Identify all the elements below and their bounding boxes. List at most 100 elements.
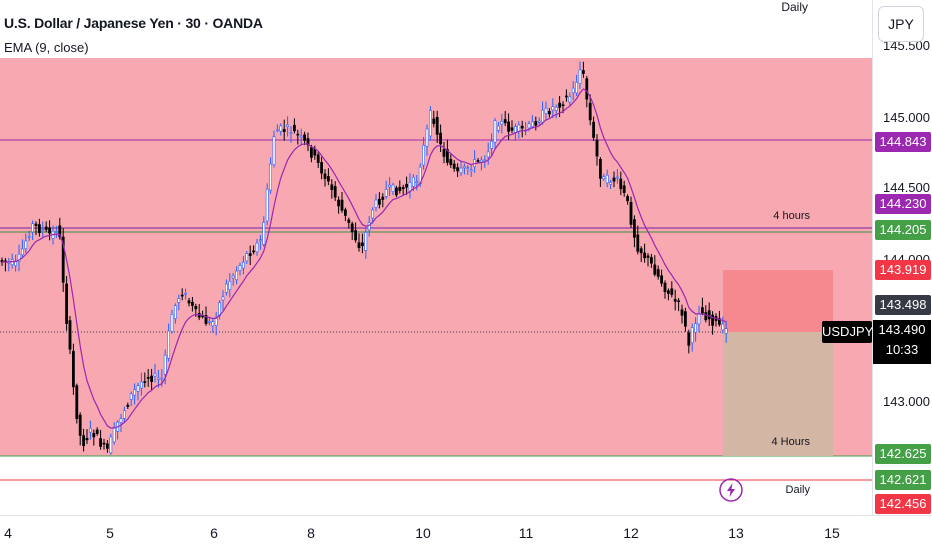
- candle-body: [660, 275, 664, 284]
- candle-body: [687, 332, 691, 346]
- candle-body: [204, 314, 208, 324]
- bar-countdown: 10:33: [885, 342, 919, 357]
- symbol-tag: USDJPY: [822, 321, 872, 343]
- candle-body: [340, 199, 344, 211]
- candle-body: [106, 443, 109, 449]
- price-chart[interactable]: [0, 0, 872, 515]
- price-label-144843: 144.843: [875, 132, 931, 152]
- candle-body: [384, 189, 388, 197]
- candle-body: [34, 223, 38, 227]
- candlesticks: [0, 61, 728, 455]
- current-price-badge: 143.490 10:33: [873, 320, 931, 364]
- candle-body: [666, 290, 670, 294]
- candle-body: [694, 323, 698, 333]
- candle-body: [374, 199, 378, 208]
- chart-area[interactable]: U.S. Dollar / Japanese Yen · 30 · OANDA …: [0, 0, 872, 515]
- candle-body: [612, 177, 616, 182]
- candle-body: [95, 429, 99, 434]
- current-price-value: 143.490: [878, 322, 926, 337]
- price-tick-145000: 145.000: [883, 110, 930, 125]
- candle-body: [248, 253, 252, 256]
- candle-body: [367, 222, 371, 231]
- candle-body: [309, 147, 313, 158]
- candle-body: [381, 196, 385, 200]
- candle-body: [82, 435, 86, 447]
- candle-body: [581, 70, 585, 74]
- candle-body: [316, 154, 320, 163]
- candle-body: [408, 182, 412, 192]
- candle-body: [537, 120, 541, 123]
- candle-body: [92, 433, 96, 438]
- price-label-144205: 144.205: [875, 220, 931, 240]
- candle-body: [360, 242, 364, 246]
- candle-body: [306, 138, 310, 146]
- time-tick-15: 15: [824, 525, 840, 541]
- bolt-icon[interactable]: [718, 477, 744, 503]
- price-label-142625: 142.625: [875, 444, 931, 464]
- candle-body: [530, 121, 534, 127]
- long-position-stop-box[interactable]: [723, 270, 833, 332]
- candle-body: [170, 313, 174, 332]
- time-tick-4: 4: [4, 525, 12, 541]
- price-label-143919: 143.919: [875, 260, 931, 280]
- long-position-target-box[interactable]: [723, 332, 833, 456]
- line-label-upper: 4 hours: [773, 210, 810, 222]
- candle-body: [432, 118, 436, 124]
- candle-body: [513, 126, 517, 133]
- candle-body: [717, 318, 721, 325]
- candle-body: [167, 330, 171, 359]
- candle-body: [527, 123, 531, 129]
- candle-body: [228, 281, 232, 291]
- candle-body: [187, 300, 191, 304]
- time-tick-5: 5: [106, 525, 114, 541]
- candle-body: [398, 186, 402, 191]
- candle-body: [231, 275, 235, 279]
- candle-body: [350, 223, 354, 232]
- candle-body: [112, 427, 116, 443]
- candle-body: [452, 163, 456, 169]
- candle-body: [146, 377, 150, 379]
- candle-body: [214, 316, 218, 326]
- currency-button[interactable]: JPY: [878, 6, 924, 42]
- candle-body: [24, 240, 28, 250]
- time-axis[interactable]: 4 5 6 8 10 11 12 13 15: [0, 515, 932, 551]
- candle-body: [320, 162, 324, 174]
- candle-body: [388, 184, 392, 188]
- candle-body: [510, 127, 514, 131]
- candle-body: [459, 167, 463, 174]
- candle-body: [72, 350, 75, 388]
- candle-body: [663, 282, 667, 293]
- ema-line: [2, 88, 727, 429]
- candle-body: [639, 248, 643, 254]
- candle-body: [265, 188, 269, 222]
- candle-body: [330, 184, 334, 191]
- candle-body: [405, 183, 409, 188]
- symbol-title[interactable]: U.S. Dollar / Japanese Yen · 30 · OANDA: [4, 15, 263, 31]
- candle-body: [27, 235, 31, 238]
- candle-body: [354, 230, 358, 241]
- indicator-label[interactable]: EMA (9, close): [4, 40, 89, 55]
- candle-body: [282, 129, 286, 133]
- candle-body: [724, 328, 728, 334]
- candle-body: [588, 102, 592, 121]
- candle-body: [347, 219, 351, 223]
- candle-body: [476, 160, 480, 162]
- candle-body: [255, 242, 259, 253]
- candle-body: [357, 242, 361, 249]
- price-axis[interactable]: 145.500 145.000 144.500 144.000 143.000 …: [872, 0, 932, 515]
- candle-body: [609, 182, 613, 185]
- candle-body: [160, 377, 164, 380]
- candle-body: [296, 133, 300, 136]
- candle-body: [462, 166, 466, 169]
- candle-body: [598, 159, 602, 179]
- candle-body: [225, 283, 228, 293]
- line-label-lower: 4 Hours: [771, 436, 810, 448]
- candle-body: [68, 320, 72, 350]
- candle-body: [422, 144, 426, 166]
- candle-body: [140, 381, 143, 389]
- price-label-144230: 144.230: [875, 194, 931, 214]
- candle-body: [102, 442, 106, 445]
- candle-body: [242, 261, 245, 269]
- candle-body: [391, 184, 395, 192]
- candle-body: [211, 321, 215, 327]
